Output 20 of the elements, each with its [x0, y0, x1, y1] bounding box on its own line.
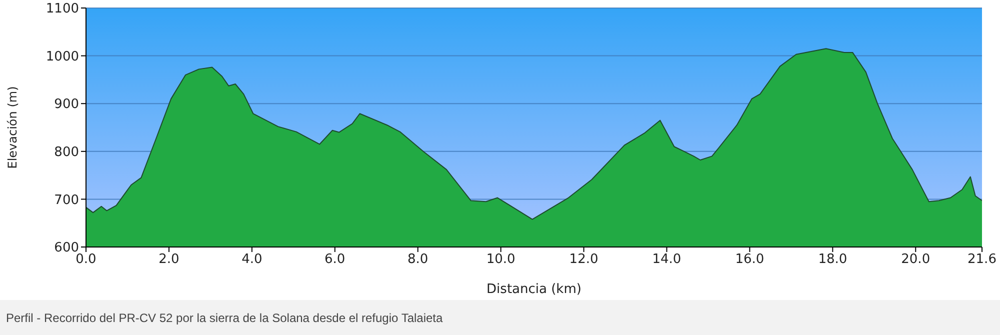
x-tick-label: 4.0 [242, 252, 262, 268]
y-tick-label: 800 [54, 145, 79, 160]
x-axis-title: Distancia (km) [486, 282, 582, 297]
x-tick-label: 18.0 [818, 252, 848, 268]
y-axis-title: Elevación (m) [5, 86, 20, 169]
x-tick-label: 20.0 [901, 252, 930, 268]
y-tick-label: 1000 [46, 49, 79, 64]
x-tick-label: 12.0 [569, 252, 598, 268]
y-tick-label: 1100 [46, 2, 79, 17]
x-tick-label: 10.0 [486, 252, 516, 268]
x-tick-label: 21.6 [968, 252, 996, 268]
x-tick-label: 6.0 [324, 252, 346, 268]
x-tick-label: 14.0 [652, 252, 682, 268]
text: Perfil - Recorrido del PR-CV 52 por la sierra de la Solana desde el refugio Talaieta [6, 310, 443, 324]
y-tick-label: 900 [54, 97, 79, 112]
x-tick-label: 8.0 [408, 252, 428, 268]
x-tick-label: 0.0 [76, 252, 96, 268]
x-tick-label: 16.0 [735, 252, 764, 268]
x-tick-label: 2.0 [158, 252, 180, 268]
y-tick-label: 700 [54, 192, 79, 208]
